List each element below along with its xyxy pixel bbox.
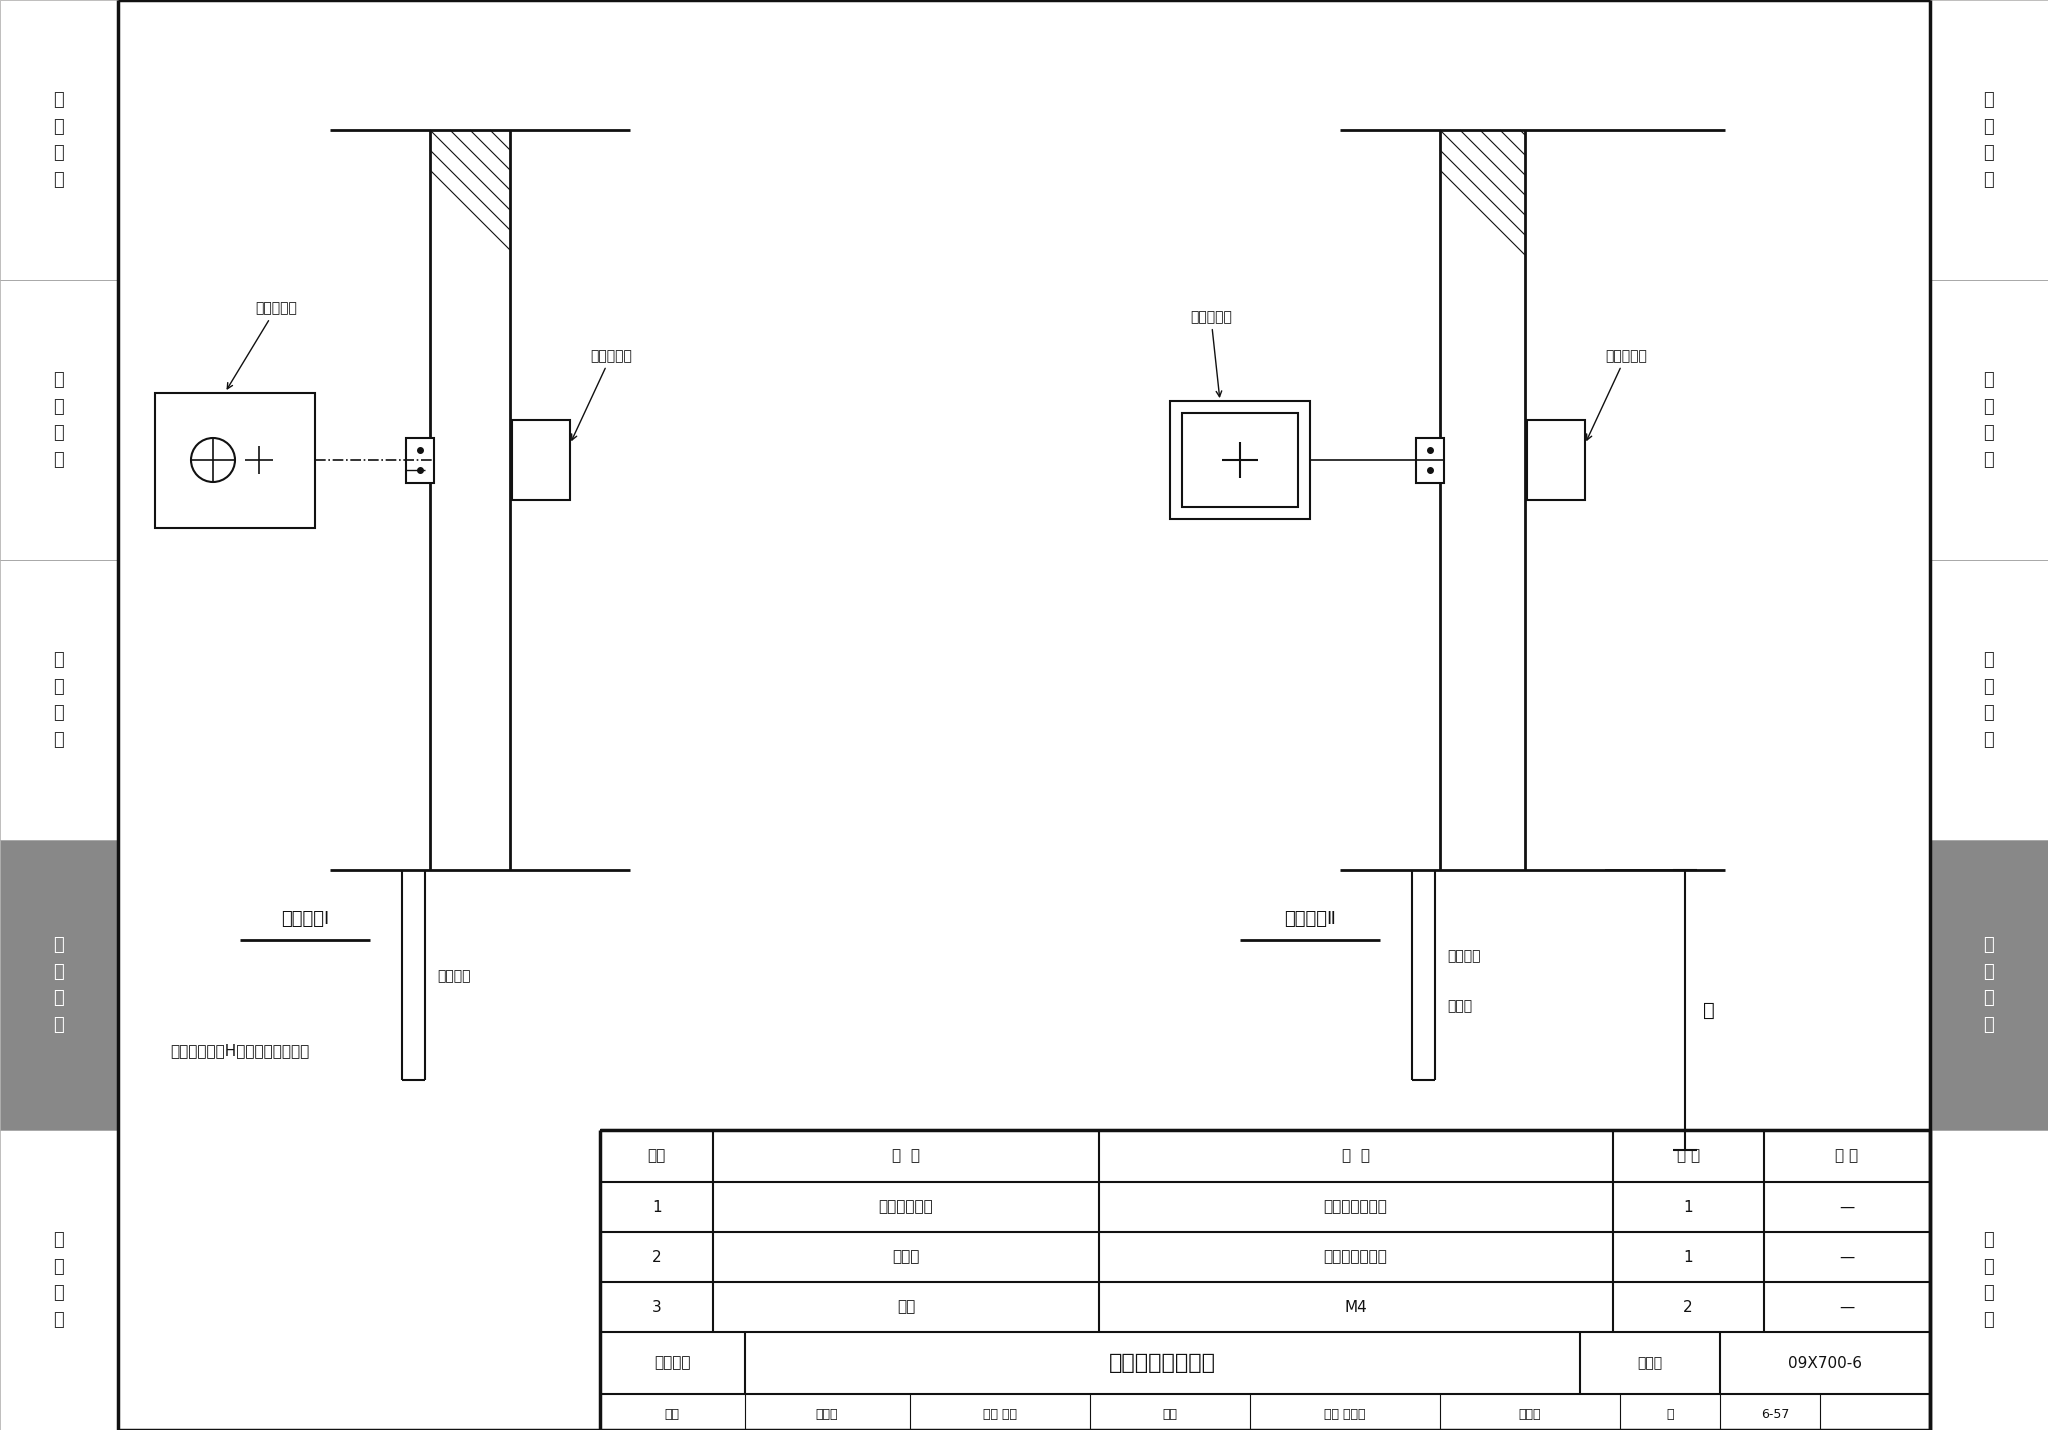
Text: 防
雷
接
地: 防 雷 接 地	[53, 1231, 63, 1328]
Text: 序号: 序号	[647, 1148, 666, 1164]
Text: 设备安装: 设备安装	[653, 1356, 690, 1370]
Bar	[1929, 280, 2048, 561]
Bar	[1929, 839, 2048, 1130]
Text: 校对 丁燕: 校对 丁燕	[983, 1409, 1018, 1421]
Text: —: —	[1839, 1200, 1855, 1214]
Text: 1: 1	[1683, 1250, 1694, 1264]
Text: 2: 2	[1683, 1300, 1694, 1314]
Text: 安装方式I: 安装方式I	[281, 909, 330, 928]
Text: 备 注: 备 注	[1835, 1148, 1858, 1164]
Text: 保护导管: 保护导管	[436, 970, 471, 982]
Text: 审核: 审核	[664, 1409, 680, 1421]
Text: 机
房
工
程: 机 房 工 程	[1985, 92, 1995, 189]
Text: 工: 工	[1704, 1001, 1714, 1020]
Text: 09X700-6: 09X700-6	[1788, 1356, 1862, 1370]
Text: 设
备
安
装: 设 备 安 装	[1985, 937, 1995, 1034]
Bar	[1528, 420, 1585, 500]
Text: 暗装接线盒: 暗装接线盒	[571, 349, 633, 440]
Text: 王晓宇: 王晓宇	[1520, 1409, 1542, 1421]
Text: 规  格: 规 格	[1341, 1148, 1370, 1164]
Text: 报警显示灯: 报警显示灯	[227, 302, 297, 389]
Text: —: —	[1839, 1300, 1855, 1314]
Bar	[1929, 1130, 2048, 1430]
Text: 1: 1	[1683, 1200, 1694, 1214]
Text: 注：安装高度H由工程设计确定。: 注：安装高度H由工程设计确定。	[170, 1042, 309, 1058]
Text: 丁正: 丁正	[1163, 1409, 1178, 1421]
Text: 6-57: 6-57	[1761, 1409, 1790, 1421]
Text: 暗装接线盒: 暗装接线盒	[1587, 349, 1647, 440]
Text: 接线盒: 接线盒	[893, 1250, 920, 1264]
Bar	[0, 561, 119, 839]
Text: 名  称: 名 称	[893, 1148, 920, 1164]
Text: 页: 页	[1667, 1409, 1673, 1421]
Text: 由工程设计确定: 由工程设计确定	[1323, 1250, 1389, 1264]
Text: 火灾报警按钮: 火灾报警按钮	[879, 1200, 934, 1214]
Text: 1: 1	[651, 1200, 662, 1214]
Bar	[0, 280, 119, 561]
Text: 报警显示灯: 报警显示灯	[1190, 310, 1233, 396]
Bar	[0, 1130, 119, 1430]
Text: 2: 2	[651, 1250, 662, 1264]
Text: 姚家祐: 姚家祐	[815, 1409, 838, 1421]
Text: 3: 3	[651, 1300, 662, 1314]
Bar	[1415, 438, 1444, 482]
Text: 供
电
电
源: 供 电 电 源	[1985, 372, 1995, 469]
Text: 报警显示灯安装图: 报警显示灯安装图	[1110, 1353, 1217, 1373]
Text: 由工程设计确定: 由工程设计确定	[1323, 1200, 1389, 1214]
Text: 缆
线
敷
设: 缆 线 敷 设	[53, 652, 63, 748]
Text: 螺钉: 螺钉	[897, 1300, 915, 1314]
Bar	[1929, 0, 2048, 280]
Bar	[0, 839, 119, 1130]
Text: 保护导管: 保护导管	[1448, 950, 1481, 962]
Bar	[119, 0, 1929, 1430]
Text: 数 量: 数 量	[1677, 1148, 1700, 1164]
Text: 设
备
安
装: 设 备 安 装	[53, 937, 63, 1034]
Bar	[156, 392, 315, 528]
Text: 防
雷
接
地: 防 雷 接 地	[1985, 1231, 1995, 1328]
Text: 图集号: 图集号	[1638, 1356, 1663, 1370]
Text: 机
房
工
程: 机 房 工 程	[53, 92, 63, 189]
Text: 接线盒: 接线盒	[1448, 1000, 1473, 1012]
Bar	[1929, 561, 2048, 839]
Text: 供
电
电
源: 供 电 电 源	[53, 372, 63, 469]
Text: 安装方式Ⅱ: 安装方式Ⅱ	[1284, 909, 1335, 928]
Text: 设计 王晓宇: 设计 王晓宇	[1325, 1409, 1366, 1421]
Bar	[1169, 400, 1311, 519]
Text: —: —	[1839, 1250, 1855, 1264]
Text: M4: M4	[1343, 1300, 1368, 1314]
Text: 缆
线
敷
设: 缆 线 敷 设	[1985, 652, 1995, 748]
Bar	[512, 420, 569, 500]
Bar	[1182, 413, 1298, 508]
Bar	[0, 0, 119, 280]
Bar	[406, 438, 434, 482]
